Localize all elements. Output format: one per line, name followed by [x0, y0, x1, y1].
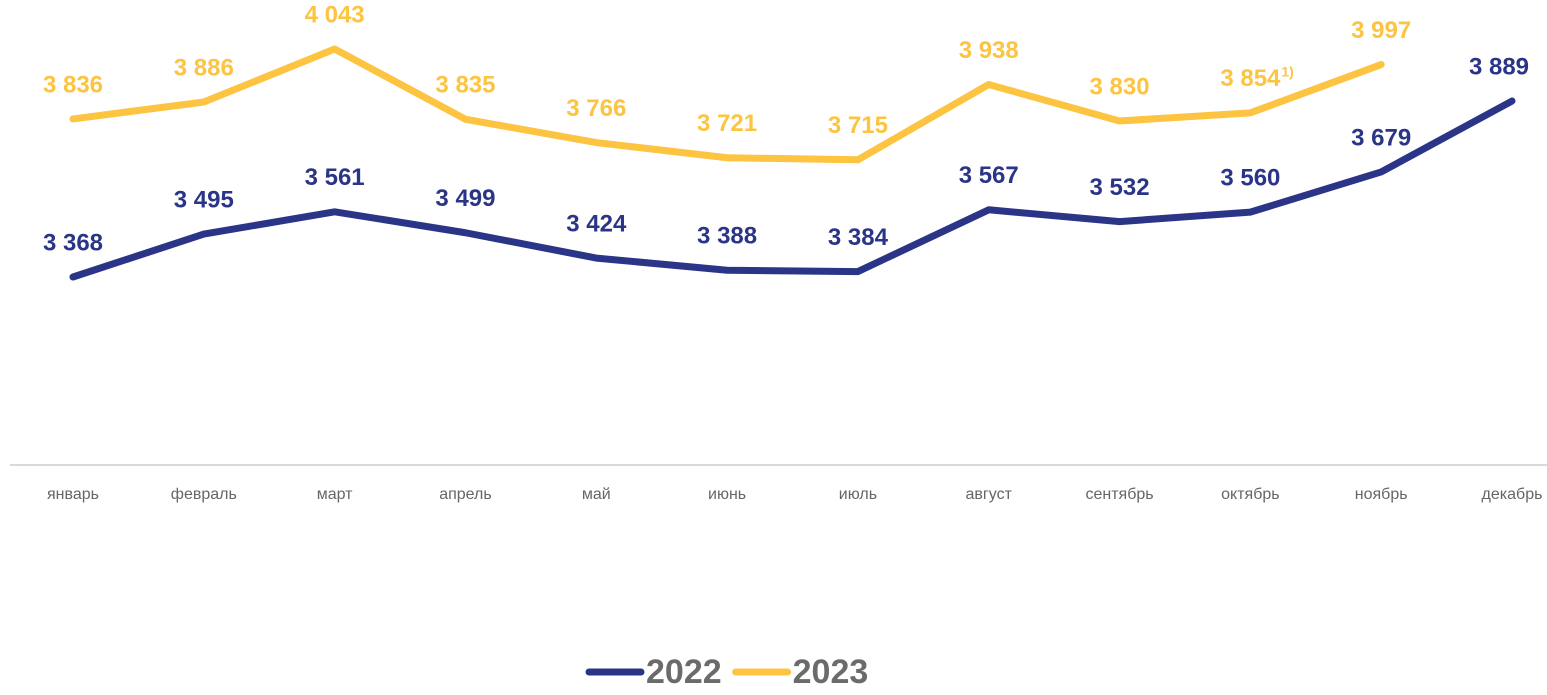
- data-label: 3 715: [828, 112, 888, 139]
- x-tick-label: сентябрь: [1085, 486, 1153, 503]
- line-series: [69, 97, 1516, 281]
- data-label: 3 384: [828, 224, 889, 251]
- data-label: 3 499: [435, 185, 495, 212]
- data-label: 3 567: [959, 162, 1019, 189]
- data-label: 3 561: [305, 164, 365, 191]
- data-label: 3 997: [1351, 17, 1411, 44]
- data-label: 3 424: [566, 210, 627, 237]
- data-label: 3 388: [697, 223, 757, 250]
- x-tick-label: июль: [839, 486, 877, 503]
- data-label: 3 368: [43, 229, 103, 256]
- x-tick-label: декабрь: [1482, 486, 1543, 503]
- data-label: 3 560: [1220, 164, 1280, 191]
- data-label: 3 766: [566, 95, 626, 122]
- x-tick-label: январь: [47, 486, 99, 503]
- data-label: 3 721: [697, 110, 757, 137]
- data-label: 3 938: [959, 37, 1019, 64]
- legend-label: 2023: [793, 653, 869, 691]
- x-tick-label: май: [582, 486, 611, 503]
- data-label: 3 835: [435, 72, 495, 99]
- data-label: 4 043: [305, 1, 365, 28]
- legend-label: 2022: [646, 653, 722, 691]
- x-tick-label: март: [317, 486, 353, 503]
- x-tick-label: октябрь: [1221, 486, 1279, 503]
- line-series: [69, 45, 1385, 164]
- data-label: 3 854: [1220, 65, 1281, 92]
- data-label: 3 836: [43, 71, 103, 98]
- x-tick-label: июнь: [708, 486, 746, 503]
- footnote-mark: 1): [1281, 64, 1293, 80]
- data-label: 3 889: [1469, 53, 1529, 80]
- x-tick-label: февраль: [171, 486, 237, 503]
- data-label: 3 886: [174, 54, 234, 81]
- x-tick-label: апрель: [439, 486, 492, 503]
- data-label: 3 830: [1090, 73, 1150, 100]
- data-label: 3 495: [174, 186, 234, 213]
- data-label: 3 679: [1351, 124, 1411, 151]
- x-tick-label: август: [966, 486, 1013, 503]
- x-tick-label: ноябрь: [1355, 486, 1408, 503]
- data-label: 3 532: [1090, 174, 1150, 201]
